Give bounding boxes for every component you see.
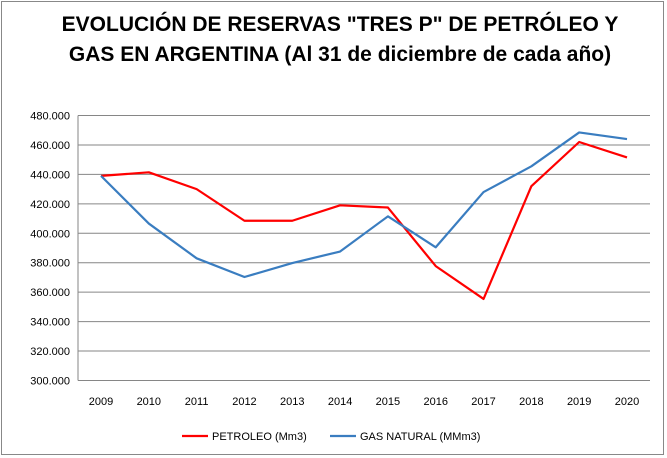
legend-label: PETROLEO (Mm3) [212,431,307,443]
x-tick-label: 2017 [471,396,495,408]
chart-title: EVOLUCIÓN DE RESERVAS "TRES P" DE PETRÓL… [61,13,619,66]
x-tick-label: 2019 [567,396,591,408]
y-tick-label: 300.000 [30,376,70,388]
series-line-0 [100,140,628,301]
y-tick-label: 400.000 [30,228,70,240]
x-tick-label: 2020 [615,396,639,408]
y-tick-label: 380.000 [30,258,70,270]
x-tick-label: 2015 [376,396,400,408]
y-tick-label: 480.000 [30,111,70,123]
legend-label: GAS NATURAL (MMm3) [360,431,480,443]
x-tick-label: 2018 [519,396,543,408]
y-tick-label: 420.000 [30,199,70,211]
y-tick-label: 460.000 [30,140,70,152]
y-tick-label: 320.000 [30,346,70,358]
y-tick-label: 340.000 [30,317,70,329]
x-tick-label: 2012 [232,396,256,408]
series-line-1 [100,131,628,279]
x-tick-label: 2009 [89,396,113,408]
x-tick-label: 2013 [280,396,304,408]
y-tick-label: 360.000 [30,287,70,299]
x-tick-label: 2011 [185,396,209,408]
y-tick-label: 440.000 [30,169,70,181]
x-tick-label: 2010 [137,396,161,408]
x-tick-label: 2014 [328,396,352,408]
x-tick-label: 2016 [423,396,447,408]
